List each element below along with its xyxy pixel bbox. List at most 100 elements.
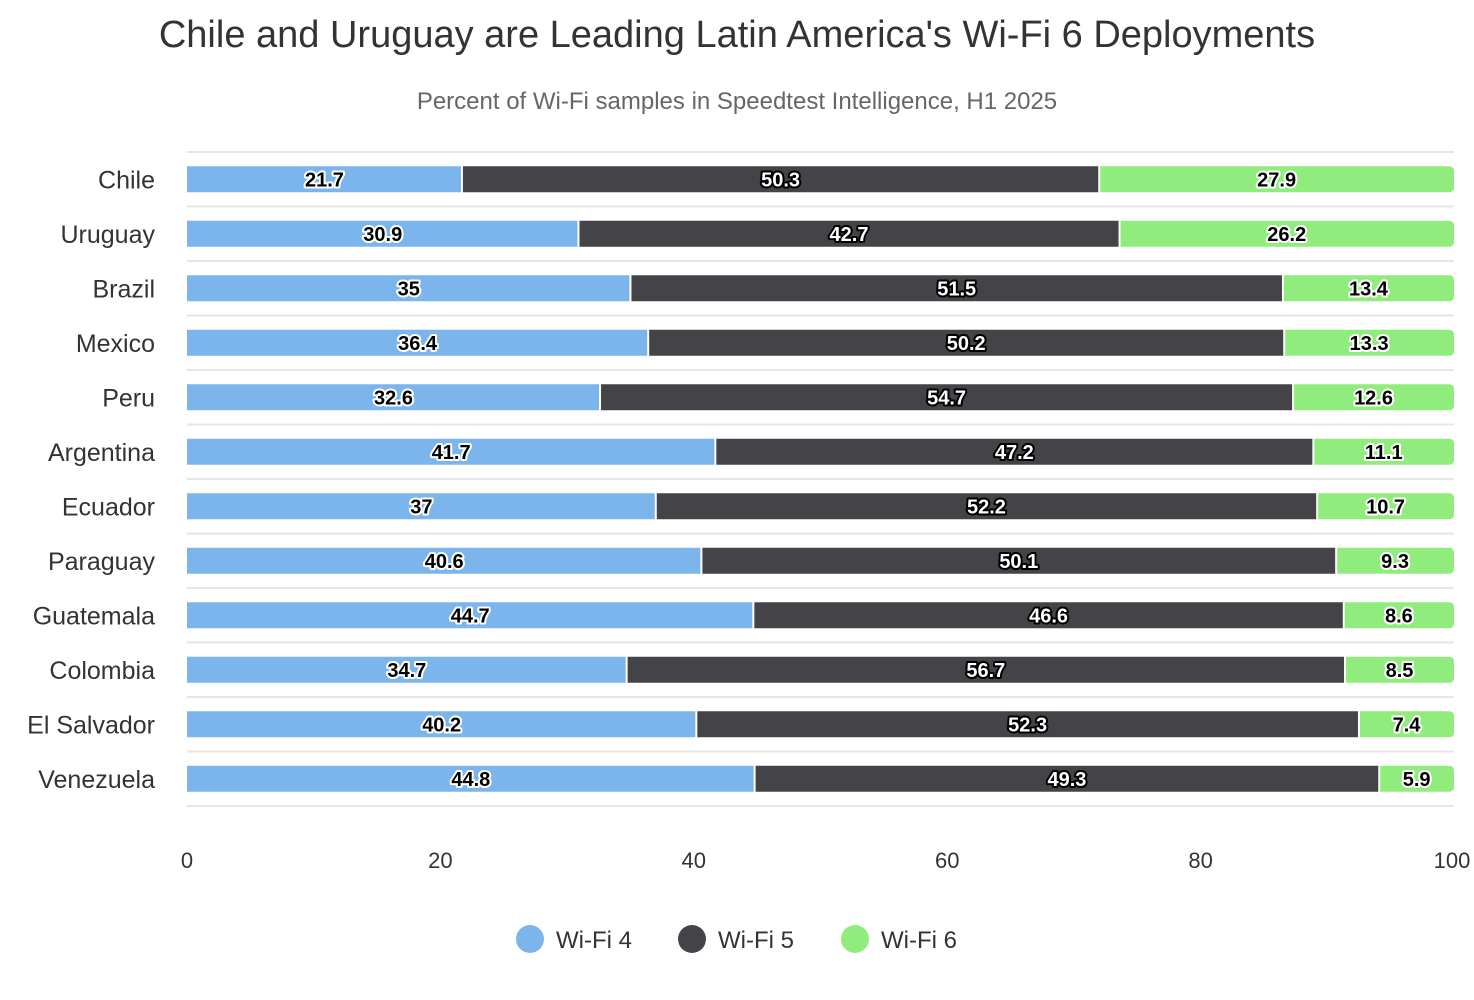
data-label: 8.6 bbox=[1385, 605, 1413, 627]
data-label: 32.6 bbox=[374, 387, 413, 409]
bar-segment[interactable] bbox=[187, 656, 626, 683]
data-label: 52.2 bbox=[967, 496, 1006, 518]
x-tick-label: 80 bbox=[1188, 848, 1212, 873]
bar-segment[interactable] bbox=[187, 547, 701, 574]
category-label: Peru bbox=[102, 384, 155, 412]
bar-segment[interactable] bbox=[579, 220, 1119, 247]
data-label: 42.7 bbox=[830, 224, 869, 246]
data-label: 35 bbox=[398, 278, 420, 300]
bar-segment[interactable] bbox=[702, 547, 1336, 574]
bar-segment[interactable] bbox=[1346, 656, 1454, 683]
bars bbox=[187, 166, 1454, 792]
bar-segment[interactable] bbox=[1344, 602, 1454, 629]
bar-segment[interactable] bbox=[754, 602, 1343, 629]
bar-segment[interactable] bbox=[631, 275, 1282, 302]
bar-segment[interactable] bbox=[1337, 547, 1454, 574]
data-label: 26.2 bbox=[1267, 224, 1306, 246]
data-label: 44.7 bbox=[451, 605, 490, 627]
bar-segment[interactable] bbox=[187, 220, 578, 247]
x-tick-label: 0 bbox=[181, 848, 193, 873]
bar-segment[interactable] bbox=[656, 493, 1317, 520]
data-label: 11.1 bbox=[1365, 442, 1403, 464]
legend-label: Wi-Fi 4 bbox=[556, 927, 632, 954]
legend-label: Wi-Fi 5 bbox=[718, 927, 794, 954]
data-label: 40.6 bbox=[425, 551, 464, 573]
legend-item[interactable]: Wi-Fi 5 bbox=[678, 925, 794, 954]
bar-segment[interactable] bbox=[1359, 711, 1454, 738]
data-label: 12.6 bbox=[1354, 387, 1393, 409]
category-label: Mexico bbox=[76, 330, 155, 358]
data-label: 51.5 bbox=[937, 278, 976, 300]
bar-segment[interactable] bbox=[1100, 166, 1454, 193]
category-axis: Chile Uruguay Brazil Mexico Peru Argentina Ecu… bbox=[27, 166, 155, 794]
data-label: 40.2 bbox=[422, 714, 461, 736]
bar-segment[interactable] bbox=[601, 384, 1293, 411]
bar-segment[interactable] bbox=[697, 711, 1358, 738]
bar-segment[interactable] bbox=[649, 329, 1284, 356]
gridlines bbox=[187, 151, 1454, 807]
bar-segment[interactable] bbox=[716, 438, 1313, 465]
bar-segment[interactable] bbox=[1314, 438, 1454, 465]
category-label: Paraguay bbox=[48, 548, 156, 576]
bar-segment[interactable] bbox=[755, 765, 1379, 792]
data-label: 30.9 bbox=[363, 224, 402, 246]
data-label: 9.3 bbox=[1381, 551, 1409, 573]
bar-segment[interactable] bbox=[187, 602, 753, 629]
category-label: El Salvador bbox=[27, 711, 155, 739]
x-tick-label: 100 bbox=[1434, 848, 1471, 873]
data-label: 56.7 bbox=[966, 660, 1005, 682]
bar-segment[interactable] bbox=[187, 329, 648, 356]
category-label: Colombia bbox=[49, 657, 155, 685]
category-label: Venezuela bbox=[38, 766, 155, 794]
data-label: 13.4 bbox=[1349, 278, 1389, 300]
bar-segment[interactable] bbox=[187, 166, 461, 193]
data-label: 49.3 bbox=[1047, 769, 1086, 791]
legend-marker-icon bbox=[841, 925, 869, 953]
x-tick-label: 60 bbox=[935, 848, 959, 873]
x-tick-label: 20 bbox=[428, 848, 452, 873]
bar-segment[interactable] bbox=[462, 166, 1099, 193]
chart-title: Chile and Uruguay are Leading Latin Amer… bbox=[158, 14, 1316, 56]
bar-segment[interactable] bbox=[627, 656, 1345, 683]
category-label: Chile bbox=[98, 166, 155, 194]
category-label: Uruguay bbox=[61, 221, 156, 249]
data-label: 52.3 bbox=[1008, 714, 1047, 736]
data-label: 50.1 bbox=[999, 551, 1038, 573]
bar-segment[interactable] bbox=[1294, 384, 1454, 411]
data-label: 10.7 bbox=[1366, 496, 1405, 518]
data-label: 5.9 bbox=[1403, 769, 1431, 791]
data-label: 47.2 bbox=[995, 442, 1034, 464]
category-label: Argentina bbox=[48, 439, 155, 467]
bar-segment[interactable] bbox=[187, 765, 754, 792]
data-label: 44.8 bbox=[451, 769, 490, 791]
bar-segment[interactable] bbox=[187, 438, 715, 465]
bar-segment[interactable] bbox=[187, 711, 696, 738]
bar-segment[interactable] bbox=[1380, 765, 1454, 792]
data-label: 8.5 bbox=[1386, 660, 1414, 682]
chart-subtitle: Percent of Wi-Fi samples in Speedtest In… bbox=[416, 88, 1058, 115]
bar-segment[interactable] bbox=[1120, 220, 1454, 247]
bar-segment[interactable] bbox=[1285, 329, 1454, 356]
bar-segment[interactable] bbox=[1318, 493, 1454, 520]
data-label: 21.7 bbox=[305, 169, 344, 191]
category-label: Ecuador bbox=[62, 493, 155, 521]
data-label: 46.6 bbox=[1029, 605, 1068, 627]
data-label: 27.9 bbox=[1257, 169, 1296, 191]
data-label: 50.3 bbox=[761, 169, 800, 191]
bar-segment[interactable] bbox=[187, 275, 630, 302]
data-label: 7.4 bbox=[1393, 714, 1422, 736]
data-label: 41.7 bbox=[432, 442, 471, 464]
data-label: 13.3 bbox=[1350, 333, 1389, 355]
bar-segment[interactable] bbox=[187, 384, 600, 411]
legend-item[interactable]: Wi-Fi 6 bbox=[841, 925, 957, 954]
bar-segment[interactable] bbox=[1283, 275, 1454, 302]
category-label: Guatemala bbox=[33, 602, 155, 630]
legend-label: Wi-Fi 6 bbox=[881, 927, 957, 954]
category-label: Brazil bbox=[92, 275, 155, 303]
bar-segment[interactable] bbox=[187, 493, 655, 520]
legend-item[interactable]: Wi-Fi 4 bbox=[516, 925, 632, 954]
data-label: 50.2 bbox=[947, 333, 986, 355]
data-label: 54.7 bbox=[927, 387, 966, 409]
